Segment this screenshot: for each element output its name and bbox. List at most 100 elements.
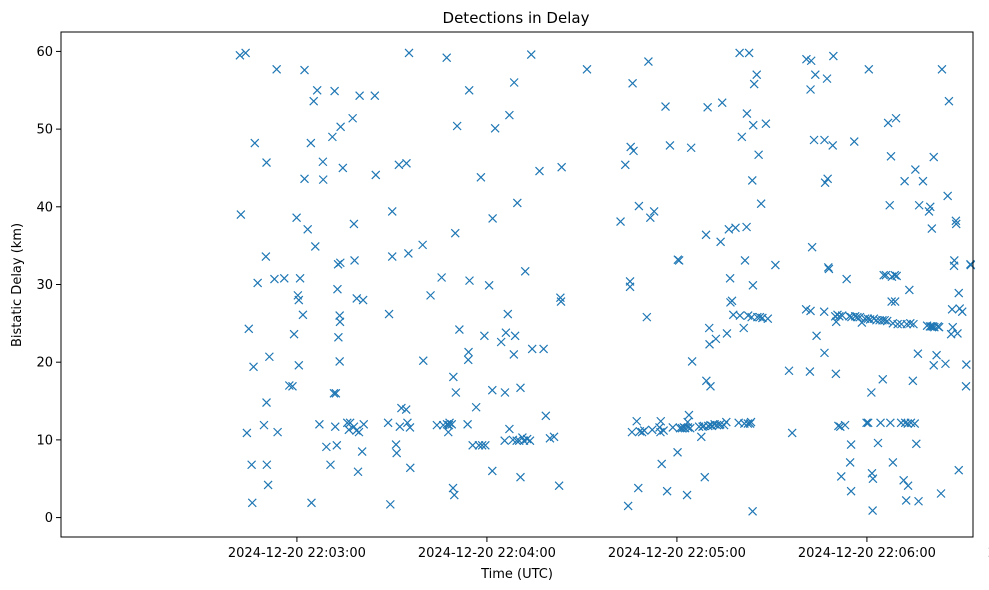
data-point (354, 427, 364, 437)
data-point (754, 150, 764, 160)
data-point (885, 418, 895, 428)
data-point (348, 113, 358, 123)
data-point (711, 334, 721, 344)
data-point (721, 417, 731, 427)
data-point (554, 481, 564, 491)
data-point (359, 419, 369, 429)
data-point (448, 483, 458, 493)
data-point (295, 273, 305, 283)
data-point (616, 217, 625, 226)
data-point (292, 213, 302, 223)
data-point (900, 176, 910, 186)
data-point (496, 337, 506, 347)
data-point (294, 360, 304, 370)
data-point (701, 376, 711, 386)
data-point (683, 423, 693, 432)
data-point (300, 174, 309, 184)
y-axis-label: Bistatic Delay (km) (10, 223, 25, 347)
data-point (539, 344, 549, 354)
data-point (927, 322, 936, 331)
data-point (831, 369, 841, 379)
data-point (927, 224, 937, 233)
data-point (512, 436, 522, 446)
data-point (242, 428, 252, 438)
data-point (516, 383, 525, 393)
data-point (705, 339, 714, 349)
data-point (358, 295, 368, 305)
data-point (384, 309, 394, 319)
data-point (383, 418, 393, 428)
data-point (448, 372, 458, 382)
data-point (357, 447, 367, 456)
data-point (634, 201, 644, 211)
data-point (501, 328, 511, 338)
y-tick-label: 0 (45, 511, 53, 526)
data-point (903, 419, 913, 428)
data-point (910, 165, 920, 174)
data-point (820, 178, 830, 188)
data-point (809, 135, 819, 145)
data-point (852, 312, 862, 322)
data-point (392, 448, 402, 458)
data-point (913, 349, 923, 359)
data-point (247, 498, 257, 508)
data-point (755, 312, 765, 322)
data-point (488, 214, 498, 223)
data-point (661, 102, 670, 112)
data-point (512, 198, 522, 208)
data-point (812, 331, 821, 341)
data-point (259, 420, 269, 430)
data-point (403, 248, 413, 258)
data-point (941, 359, 950, 369)
data-point (911, 439, 921, 449)
data-point (387, 252, 397, 261)
data-point (303, 224, 313, 234)
data-point (450, 228, 460, 238)
data-point (878, 374, 888, 384)
data-point (703, 102, 713, 112)
data-point (822, 74, 832, 84)
data-point (318, 157, 328, 167)
data-point (879, 270, 889, 280)
data-point (740, 255, 750, 265)
data-point (855, 312, 865, 322)
data-point (509, 78, 519, 87)
data-point (500, 388, 510, 397)
data-point (626, 142, 636, 152)
data-point (468, 440, 478, 450)
data-point (487, 466, 497, 476)
data-point (735, 48, 745, 58)
data-point (639, 426, 649, 435)
data-point (294, 295, 304, 305)
data-point (722, 329, 732, 338)
data-point (479, 331, 489, 341)
data-point (886, 151, 896, 161)
data-point (656, 416, 666, 426)
y-tick-label: 20 (36, 356, 53, 371)
data-point (262, 398, 271, 408)
data-point (668, 423, 678, 432)
data-point (704, 323, 714, 333)
data-point (837, 311, 847, 321)
data-point (725, 273, 735, 283)
data-point (949, 255, 959, 265)
data-point (893, 319, 903, 329)
data-point (885, 200, 895, 210)
data-point (888, 457, 898, 467)
data-point (869, 314, 879, 324)
data-point (582, 64, 592, 74)
data-point (480, 440, 490, 450)
data-point (443, 427, 453, 437)
x-axis-label: Time (UTC) (480, 567, 553, 582)
data-point (891, 113, 901, 123)
data-point (756, 199, 766, 209)
data-point (262, 158, 271, 167)
x-tick-label: 2024-12-20 22:06:00 (798, 546, 936, 561)
data-point (845, 457, 855, 467)
x-tick-label: 2024-12-20 22:03:00 (228, 546, 366, 561)
data-point (241, 48, 251, 58)
data-point (627, 427, 637, 437)
data-point (331, 388, 341, 398)
data-point (490, 123, 500, 133)
